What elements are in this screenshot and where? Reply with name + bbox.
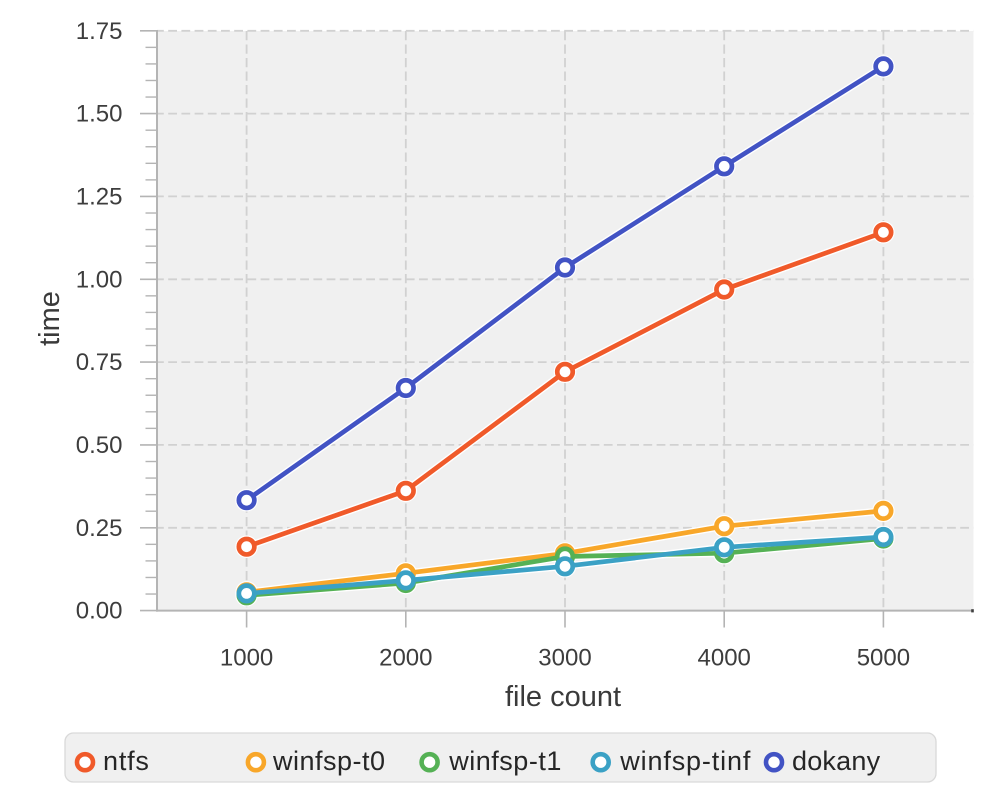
svg-text:dokany: dokany xyxy=(792,746,881,776)
svg-text:3000: 3000 xyxy=(538,645,591,672)
svg-text:4000: 4000 xyxy=(698,645,751,672)
svg-text:time: time xyxy=(34,291,66,346)
svg-text:1000: 1000 xyxy=(220,645,273,672)
svg-text:1.00: 1.00 xyxy=(76,266,123,293)
svg-text:2000: 2000 xyxy=(379,645,432,672)
svg-text:0.00: 0.00 xyxy=(76,598,123,625)
svg-text:1.50: 1.50 xyxy=(76,101,123,128)
svg-text:winfsp-t0: winfsp-t0 xyxy=(272,746,386,776)
svg-text:winfsp-t1: winfsp-t1 xyxy=(448,746,562,776)
svg-text:0.50: 0.50 xyxy=(76,432,123,459)
svg-text:1.25: 1.25 xyxy=(76,183,123,210)
svg-text:0.75: 0.75 xyxy=(76,349,123,376)
svg-text:ntfs: ntfs xyxy=(103,746,150,776)
svg-text:file count: file count xyxy=(505,681,621,713)
svg-text:1.75: 1.75 xyxy=(76,18,123,45)
svg-text:5000: 5000 xyxy=(857,645,910,672)
svg-text:0.25: 0.25 xyxy=(76,515,123,542)
svg-text:winfsp-tinf: winfsp-tinf xyxy=(619,746,751,776)
